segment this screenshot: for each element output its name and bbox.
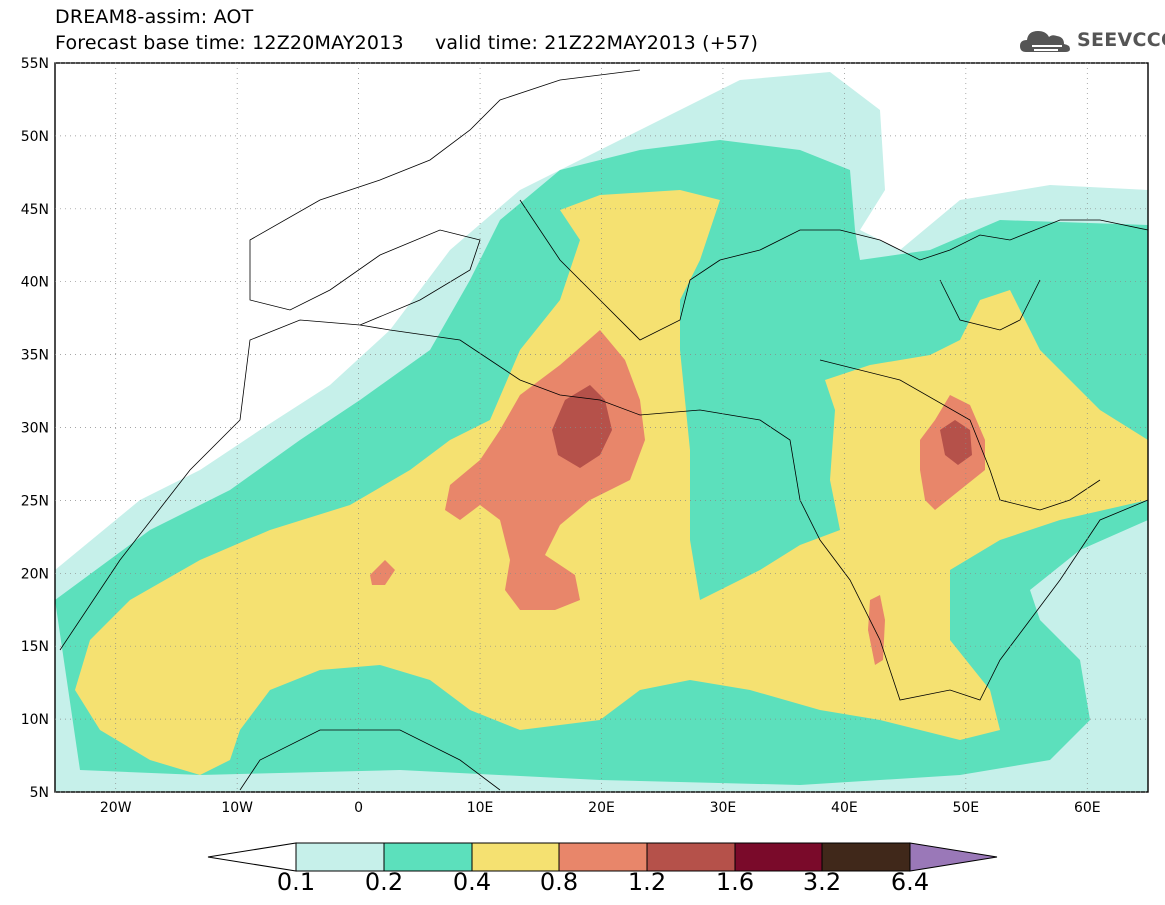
colorbar-label: 0.2 <box>364 868 404 896</box>
aot-contours <box>55 63 1148 792</box>
longitude-labels: 20W 10W 0 10E 20E 30E 40E 50E 60E <box>100 800 1101 816</box>
longitude-label: 10E <box>467 800 494 816</box>
latitude-label: 55N <box>21 56 49 72</box>
coastlines <box>59 69 1148 791</box>
colorbar-swatch-0.4 <box>471 842 560 872</box>
latitude-label: 25N <box>21 493 49 509</box>
latitude-label: 50N <box>21 129 49 145</box>
colorbar-high-arrow <box>909 842 998 872</box>
longitude-label: 10W <box>221 800 253 816</box>
latitude-label: 30N <box>21 421 49 437</box>
colorbar-low-arrow <box>207 842 297 872</box>
longitude-label: 50E <box>952 800 979 816</box>
forecast-times: Forecast base time: 12Z20MAY2013 valid t… <box>55 32 759 54</box>
colorbar <box>207 842 998 872</box>
latitude-label: 15N <box>21 639 49 655</box>
longitude-label: 60E <box>1074 800 1101 816</box>
colorbar-label: 1.6 <box>715 868 755 896</box>
logo-text: SEEVCCC <box>1077 29 1165 51</box>
longitude-label: 20E <box>588 800 615 816</box>
map-title: DREAM8-assim: AOT <box>55 6 254 28</box>
colorbar-label: 0.1 <box>276 868 316 896</box>
latitude-label: 20N <box>21 566 49 582</box>
cloud-icon <box>1020 31 1070 52</box>
colorbar-label: 6.4 <box>890 868 930 896</box>
colorbar-label: 0.4 <box>452 868 492 896</box>
latitude-label: 10N <box>21 712 49 728</box>
latitude-label: 35N <box>21 348 49 364</box>
colorbar-label: 1.2 <box>627 868 667 896</box>
colorbar-label: 0.8 <box>539 868 579 896</box>
aot-band-1.2 <box>940 420 972 465</box>
latitude-label: 40N <box>21 275 49 291</box>
aot-band-1.2 <box>552 385 612 468</box>
longitude-label: 0 <box>354 800 363 816</box>
longitude-label: 20W <box>100 800 132 816</box>
colorbar-swatch-1.6 <box>734 842 823 872</box>
graticule <box>55 62 1148 793</box>
aot-band-0.8 <box>370 560 395 585</box>
latitude-label: 5N <box>30 785 49 801</box>
aot-band-0.8 <box>868 595 885 665</box>
colorbar-swatch-3.2 <box>821 842 911 872</box>
longitude-label: 30E <box>710 800 737 816</box>
longitude-label: 40E <box>831 800 858 816</box>
colorbar-swatch-0.2 <box>383 842 473 872</box>
colorbar-label: 3.2 <box>802 868 842 896</box>
colorbar-swatch-0.1 <box>295 842 385 872</box>
latitude-label: 45N <box>21 202 49 218</box>
colorbar-swatch-0.8 <box>558 842 648 872</box>
latitude-labels: 55N 50N 45N 40N 35N 30N 25N 20N 15N 10N 5N <box>21 56 49 801</box>
colorbar-swatch-1.2 <box>646 842 736 872</box>
